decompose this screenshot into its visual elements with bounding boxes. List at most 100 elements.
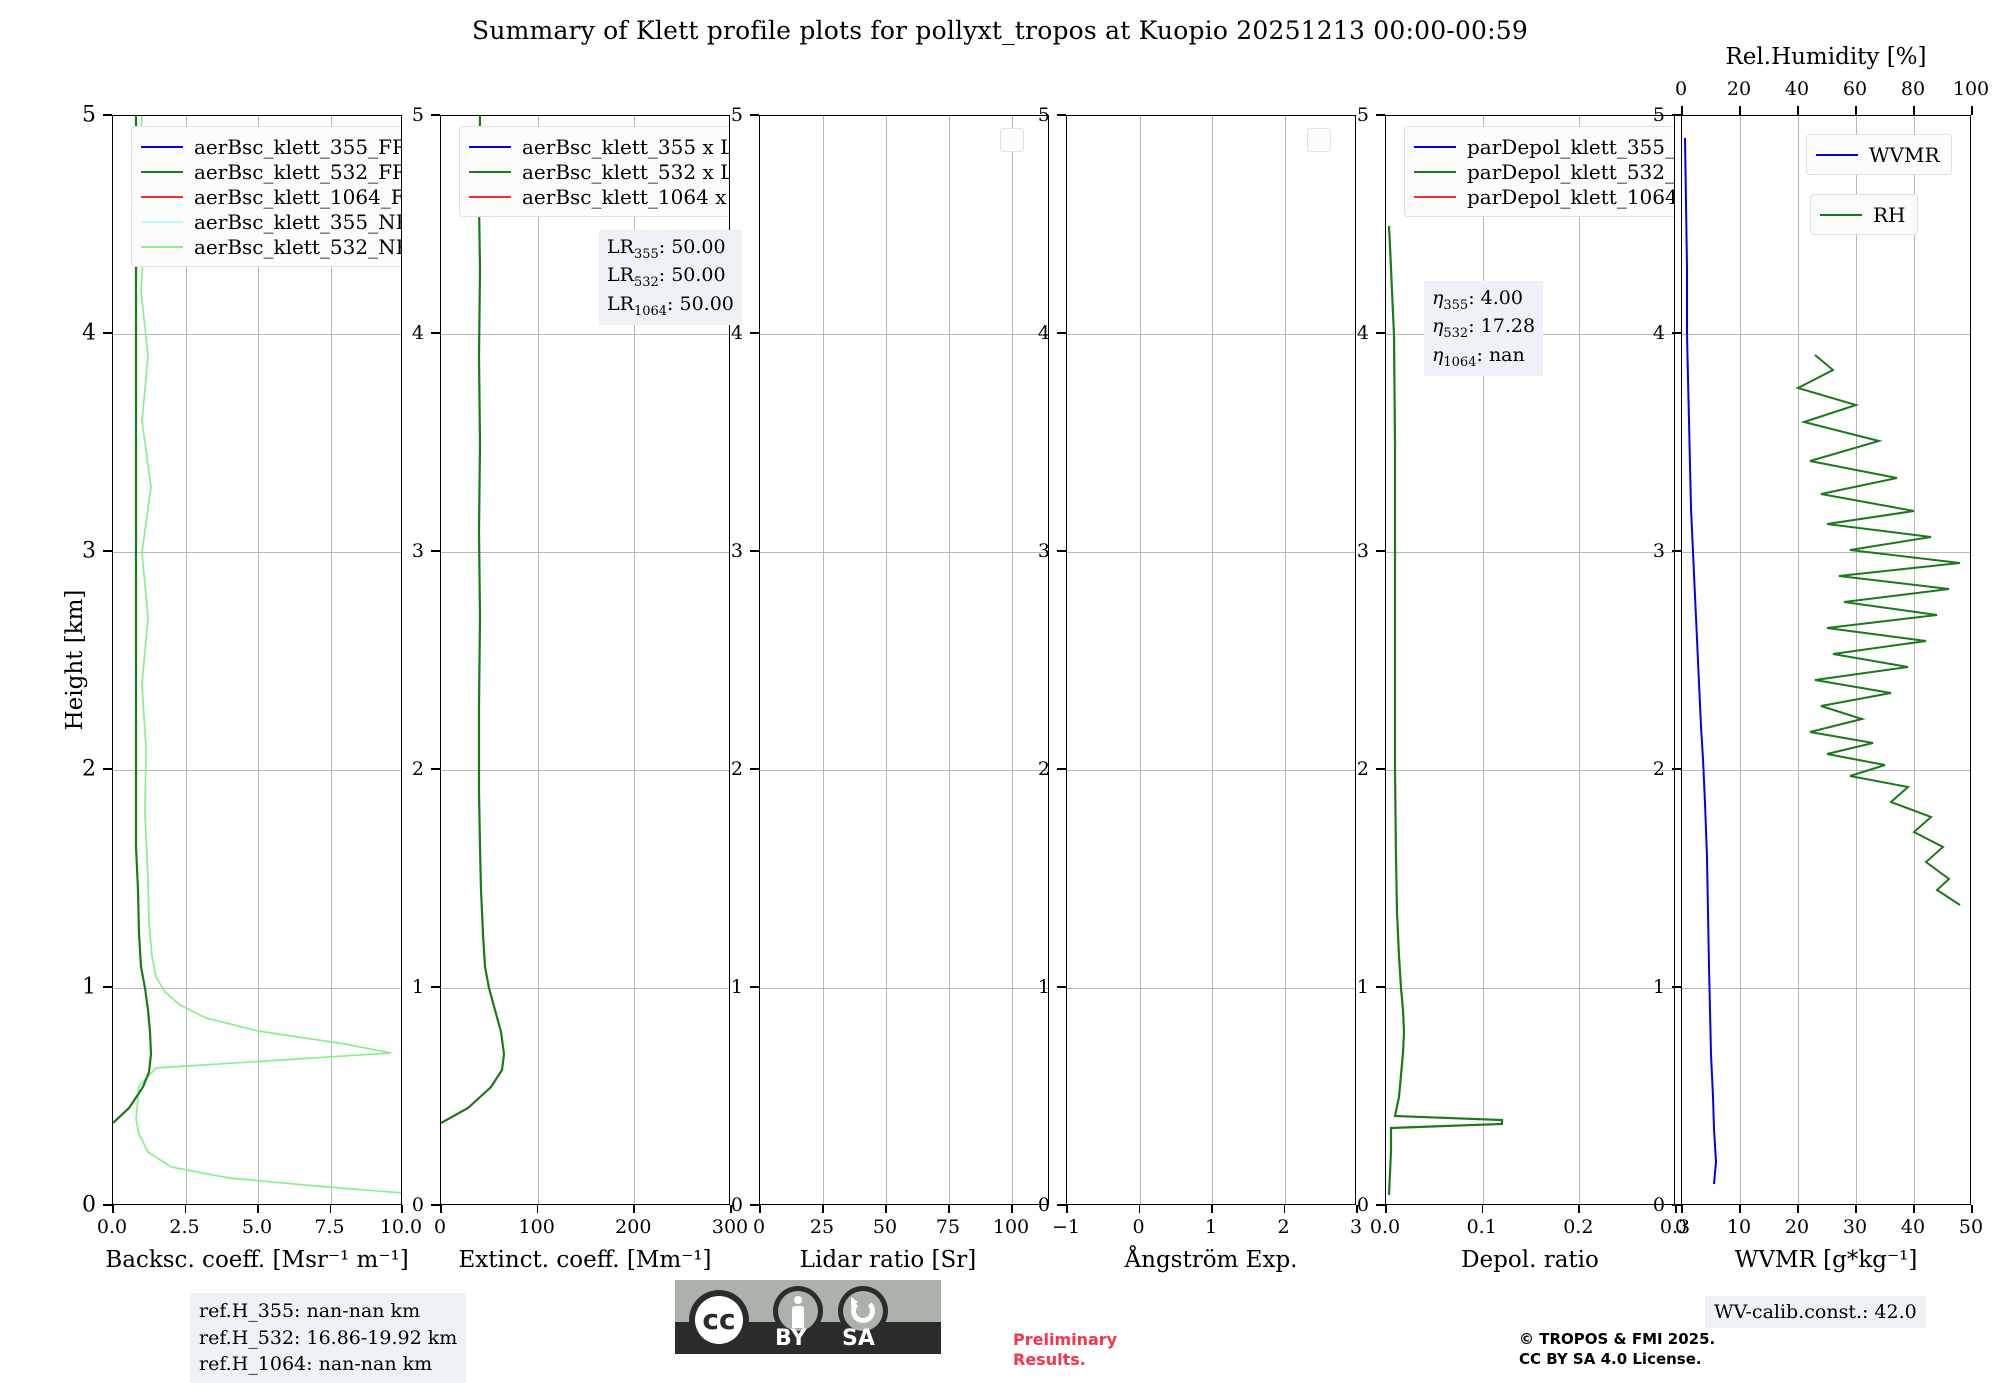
x-axis-label-extinction: Extinct. coeff. [Mm⁻¹] <box>458 1247 712 1273</box>
x-tick-label: 200 <box>615 1216 652 1238</box>
legend-backscatter: aerBsc_klett_355_FR aerBsc_klett_532_FR … <box>131 126 401 267</box>
legend-swatch-depol-1064 <box>1414 195 1456 198</box>
x-tick-label: 100 <box>518 1216 555 1238</box>
top-axis-label-humidity: Rel.Humidity [%] <box>1725 44 1927 70</box>
legend-item: parDepol_klett_532_FR <box>1414 159 1674 184</box>
legend-swatch-1064-lr <box>469 195 511 198</box>
legend-lidar-ratio-empty <box>1000 128 1024 152</box>
preliminary-line-2: Results. <box>1013 1350 1086 1369</box>
extinction-curves <box>441 116 506 1124</box>
copyright-note: © TROPOS & FMI 2025. CC BY SA 4.0 Licens… <box>1519 1330 1715 1369</box>
eta-name: η <box>1432 343 1444 366</box>
x-tick-label: 75 <box>935 1216 961 1238</box>
depol-curves <box>1387 225 1504 1196</box>
legend-depolarization: parDepol_klett_355_FR parDepol_klett_532… <box>1404 126 1674 217</box>
x-tick-label: 20 <box>1784 1216 1810 1238</box>
ref-height-355: ref.H_355: nan-nan km <box>199 1300 421 1322</box>
x-axis-label-angstrom: Ångström Exp. <box>1124 1247 1298 1273</box>
y-tick-label: 5 <box>82 102 96 128</box>
y-tick-label: 5 <box>730 104 743 126</box>
lr-name: LR <box>607 236 634 258</box>
x-axis-label-depol: Depol. ratio <box>1461 1247 1599 1273</box>
legend-swatch-1064-fr <box>141 195 183 198</box>
legend-extinction: aerBsc_klett_355 x LR aerBsc_klett_532 x… <box>459 126 729 217</box>
legend-wvmr: WVMR <box>1806 134 1952 175</box>
lr-value: 50.00 <box>679 292 734 315</box>
y-tick-label: 4 <box>82 320 96 346</box>
x-tick-label: 0 <box>1674 1216 1688 1238</box>
preliminary-line-1: Preliminary <box>1013 1330 1118 1349</box>
x-tick-label: 10 <box>1726 1216 1752 1238</box>
top-x-tick-label: 0 <box>1674 78 1688 100</box>
x-tick-label: 30 <box>1842 1216 1868 1238</box>
y-tick-label: 5 <box>411 104 424 126</box>
legend-rh: RH <box>1810 194 1918 235</box>
legend-item: aerBsc_klett_1064 x LR <box>469 184 729 209</box>
creative-commons-badge: cc BY SA <box>672 1277 944 1357</box>
y-tick-label: 4 <box>730 322 743 344</box>
legend-angstrom-empty <box>1307 128 1331 152</box>
cc-by-label: BY <box>775 1326 807 1351</box>
eta-name: η <box>1432 287 1444 309</box>
y-axis-label: Height [km] <box>62 589 88 731</box>
y-tick-label: 0 <box>1037 1194 1050 1216</box>
x-tick-label: 0.0 <box>1369 1216 1401 1238</box>
eta-name: η <box>1432 315 1444 338</box>
x-tick-label: 2.5 <box>169 1216 200 1238</box>
lr-sub: 355 <box>633 246 659 262</box>
eta-value: nan <box>1488 343 1525 366</box>
legend-item: aerBsc_klett_532_NR <box>141 234 401 259</box>
legend-item: parDepol_klett_355_FR <box>1414 134 1674 159</box>
lr-value: 50.00 <box>671 236 726 258</box>
panel-backscatter: aerBsc_klett_355_FR aerBsc_klett_532_FR … <box>112 115 402 1205</box>
x-tick-label: 0.2 <box>1563 1216 1594 1238</box>
y-tick-label: 0 <box>411 1194 424 1216</box>
legend-swatch-532-lr <box>469 170 511 173</box>
y-tick-label: 2 <box>411 758 424 780</box>
x-tick-label: 25 <box>809 1216 835 1238</box>
legend-item: aerBsc_klett_532 x LR <box>469 159 729 184</box>
legend-item: WVMR <box>1816 142 1940 167</box>
legend-swatch-355-fr <box>141 145 183 148</box>
y-tick-label: 1 <box>1037 976 1050 998</box>
lr-value: 50.00 <box>671 264 726 287</box>
y-tick-label: 2 <box>730 758 743 780</box>
x-tick-label: 0.1 <box>1466 1216 1497 1238</box>
top-x-tick-label: 100 <box>1952 78 1990 100</box>
legend-item: aerBsc_klett_355_NR <box>141 209 401 234</box>
page-title: Summary of Klett profile plots for polly… <box>472 16 1528 45</box>
lidar-ratio-annotation: LR355: 50.00 LR532: 50.00 LR1064: 50.00 <box>599 230 742 326</box>
x-tick-label: 0.0 <box>96 1216 128 1238</box>
panel-lidar-ratio <box>759 115 1049 1205</box>
y-tick-label: 3 <box>82 538 96 564</box>
x-tick-label: 3 <box>1349 1216 1363 1238</box>
y-tick-label: 2 <box>1356 758 1369 780</box>
x-tick-label: 50 <box>1958 1216 1984 1238</box>
lr-sub: 1064 <box>633 303 668 319</box>
legend-swatch-355-nr <box>141 220 183 223</box>
y-tick-label: 1 <box>82 974 96 1000</box>
y-tick-label: 2 <box>82 756 96 782</box>
x-axis-label-lidar-ratio: Lidar ratio [Sr] <box>799 1247 977 1273</box>
y-tick-label: 4 <box>411 322 424 344</box>
lr-name: LR <box>607 264 634 287</box>
y-tick-label: 1 <box>730 976 743 998</box>
legend-swatch-532-fr <box>141 170 183 173</box>
y-tick-label: 2 <box>1652 758 1665 780</box>
top-x-tick-label: 80 <box>1900 78 1926 100</box>
x-tick-label: 7.5 <box>314 1216 345 1238</box>
y-tick-label: 0 <box>1652 1194 1665 1216</box>
ref-height-532: ref.H_532: 16.86-19.92 km <box>199 1326 458 1349</box>
eta-sub: 1064 <box>1443 354 1477 370</box>
x-tick-label: 5.0 <box>241 1216 273 1238</box>
panel-depolarization: parDepol_klett_355_FR parDepol_klett_532… <box>1385 115 1675 1205</box>
y-tick-label: 1 <box>1652 976 1665 998</box>
y-tick-label: 3 <box>730 540 743 562</box>
eta-sub: 355 <box>1443 297 1469 313</box>
reference-height-box: ref.H_355: nan-nan km ref.H_532: 16.86-1… <box>190 1293 467 1383</box>
cc-sa-label: SA <box>842 1326 875 1351</box>
x-tick-label: 300 <box>711 1216 749 1238</box>
y-tick-label: 3 <box>1356 540 1369 562</box>
cc-mark-text: cc <box>702 1303 736 1336</box>
y-tick-label: 0 <box>1356 1194 1369 1216</box>
